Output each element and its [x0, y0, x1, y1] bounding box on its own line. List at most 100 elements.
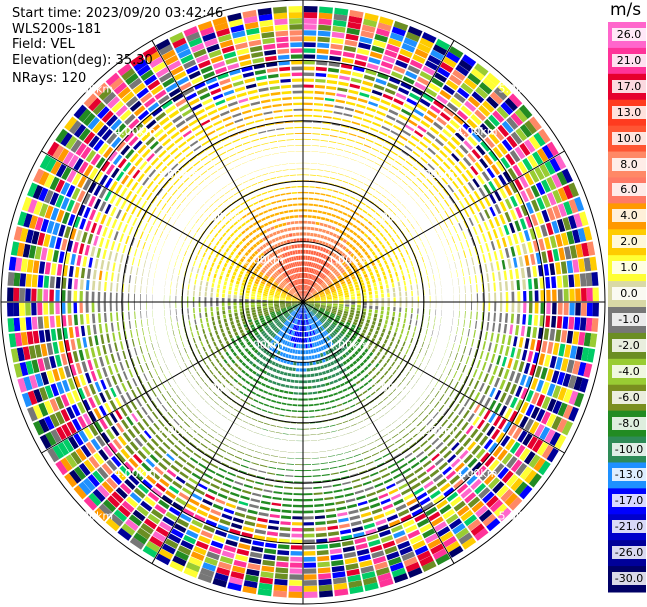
ppi-gate: [382, 452, 391, 458]
ppi-gate: [304, 267, 307, 272]
ppi-gate: [295, 306, 300, 311]
ppi-gate: [400, 328, 404, 334]
ppi-gate: [102, 367, 108, 378]
ppi-gate: [329, 219, 334, 223]
ppi-gate: [320, 298, 327, 301]
ppi-gate: [357, 206, 363, 211]
ppi-gate: [374, 254, 379, 260]
ppi-gate: [303, 585, 318, 592]
ppi-gate: [330, 472, 339, 475]
ppi-gate: [534, 365, 542, 378]
ppi-gate: [305, 255, 308, 260]
ppi-gate: [19, 227, 29, 243]
ppi-gate: [438, 133, 448, 143]
ppi-gate: [311, 289, 316, 294]
ppi-gate: [251, 437, 258, 440]
ppi-gate: [233, 302, 237, 306]
ppi-gate: [276, 382, 281, 386]
ppi-gate: [333, 160, 341, 162]
ppi-gate: [412, 181, 418, 187]
ppi-gate: [225, 502, 237, 509]
ppi-gate: [114, 196, 122, 207]
ppi-gate: [388, 414, 394, 420]
ppi-gate: [561, 420, 573, 436]
ppi-gate: [426, 178, 433, 186]
ppi-gate: [326, 443, 333, 446]
ppi-gate: [308, 300, 315, 302]
ppi-gate: [103, 281, 107, 292]
ppi-gate: [540, 224, 548, 237]
ppi-gate: [494, 402, 502, 414]
ppi-gate: [161, 494, 173, 505]
ppi-gate: [292, 318, 296, 324]
ppi-gate: [382, 503, 394, 511]
ppi-gate: [158, 499, 170, 510]
ppi-gate: [370, 324, 375, 329]
ppi-gate: [459, 260, 463, 268]
ppi-gate: [434, 195, 440, 203]
ppi-gate: [403, 280, 407, 286]
ppi-gate: [303, 54, 316, 59]
ppi-gate: [308, 297, 315, 301]
ppi-gate: [321, 229, 327, 233]
ppi-gate: [227, 418, 234, 423]
ppi-gate: [219, 555, 234, 565]
ppi-gate: [382, 271, 386, 276]
ppi-gate: [352, 255, 357, 261]
ppi-gate: [324, 199, 330, 203]
ppi-gate: [303, 579, 317, 586]
ppi-gate: [467, 95, 481, 108]
ppi-gate: [78, 349, 85, 361]
ppi-gate: [272, 590, 287, 598]
ppi-gate: [234, 436, 242, 440]
ppi-gate: [552, 302, 557, 315]
ppi-gate: [545, 276, 551, 289]
ppi-gate: [532, 151, 544, 165]
ppi-gate: [91, 291, 95, 302]
ppi-gate: [134, 276, 137, 284]
ppi-gate: [237, 348, 242, 353]
ppi-gate: [66, 421, 77, 435]
ppi-gate: [476, 235, 481, 245]
ppi-gate: [316, 216, 321, 220]
ppi-gate: [397, 216, 402, 222]
ppi-gate: [183, 567, 199, 578]
ppi-gate: [141, 406, 148, 416]
ppi-gate: [165, 490, 177, 500]
ppi-gate: [386, 198, 392, 203]
ppi-gate: [87, 233, 94, 245]
ppi-gate: [172, 501, 184, 511]
ppi-gate: [488, 180, 497, 192]
ppi-gate: [327, 146, 336, 149]
ppi-gate: [402, 244, 407, 250]
ppi-gate: [254, 280, 259, 285]
ppi-gate: [288, 391, 294, 395]
ppi-gate: [342, 180, 349, 184]
ppi-gate: [94, 421, 104, 433]
ppi-gate: [454, 335, 457, 343]
ppi-gate: [370, 240, 375, 245]
ppi-gate: [396, 339, 401, 345]
ppi-gate: [380, 99, 391, 106]
ppi-gate: [419, 523, 433, 534]
ppi-gate: [400, 488, 412, 496]
ppi-gate: [396, 322, 400, 328]
ppi-gate: [151, 400, 158, 409]
ppi-gate: [423, 404, 430, 411]
ppi-gate: [517, 291, 521, 302]
ppi-gate: [355, 141, 364, 145]
ppi-gate: [365, 322, 370, 327]
ppi-gate: [444, 386, 450, 394]
ppi-gate: [557, 289, 563, 302]
ppi-gate: [324, 337, 329, 343]
ppi-gate: [345, 358, 351, 363]
ppi-gate: [161, 404, 168, 412]
ppi-gate: [281, 308, 287, 312]
ppi-gate: [371, 374, 377, 380]
ppi-gate: [472, 416, 480, 426]
ppi-gate: [313, 329, 318, 335]
ppi-gate: [356, 48, 370, 56]
ppi-gate: [364, 12, 379, 22]
ppi-gate: [489, 193, 497, 205]
ppi-gate: [353, 531, 365, 539]
